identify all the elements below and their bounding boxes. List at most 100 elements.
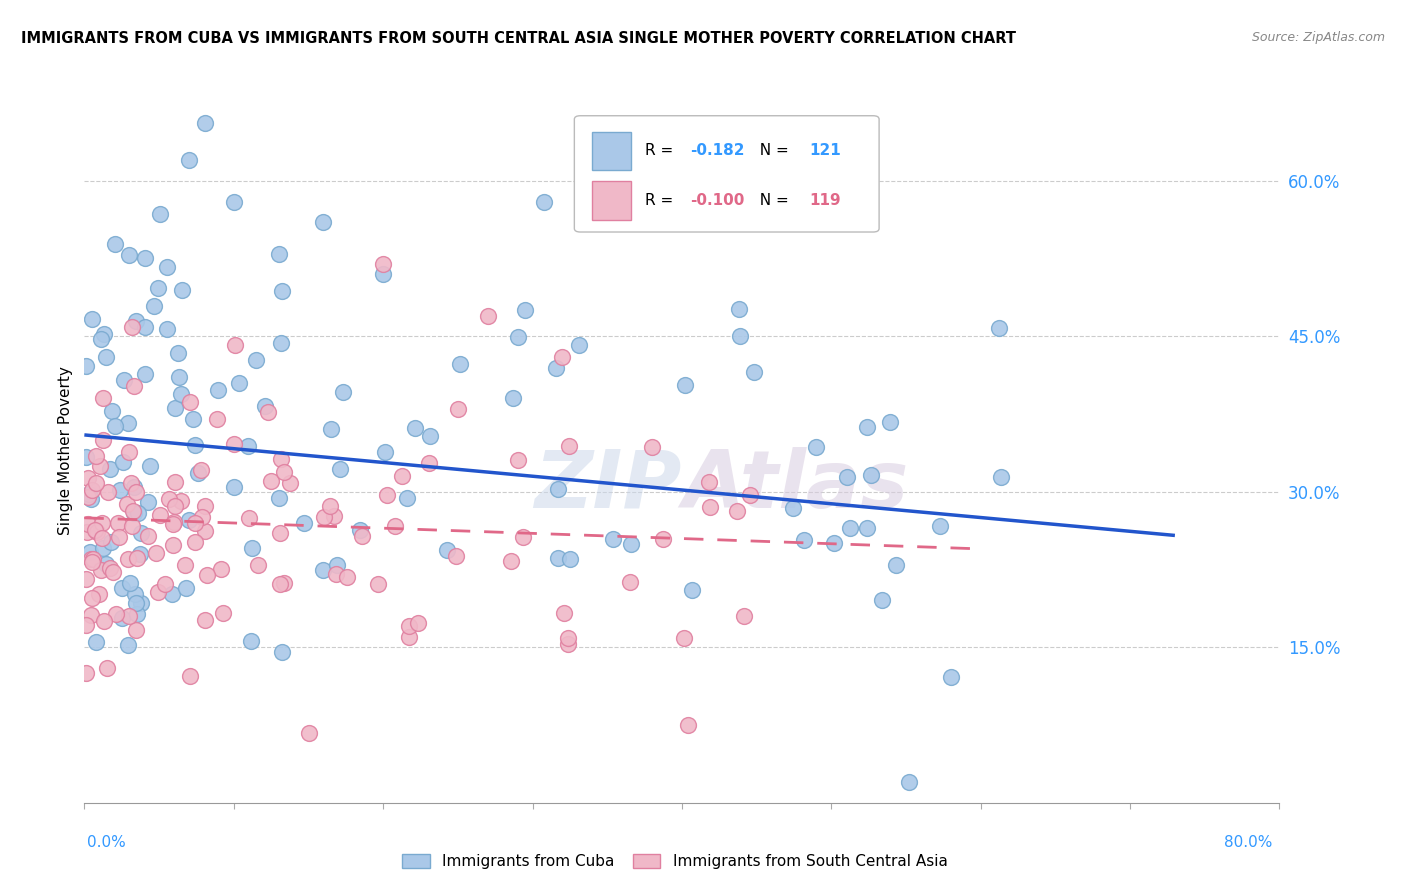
Point: [166, 346, 188, 360]
Y-axis label: Single Mother Poverty: Single Mother Poverty: [58, 366, 73, 535]
Point: [312, 215, 335, 229]
Point: [325, 566, 347, 581]
Point: [167, 370, 190, 384]
Point: [134, 251, 156, 265]
Point: [122, 506, 145, 520]
Point: [384, 519, 406, 533]
Point: [143, 299, 166, 313]
Point: [121, 504, 143, 518]
Point: [672, 631, 695, 645]
Point: [104, 236, 127, 251]
FancyBboxPatch shape: [592, 181, 630, 219]
Point: [939, 670, 962, 684]
Point: [84, 523, 107, 537]
Point: [96, 350, 118, 364]
Point: [173, 558, 195, 572]
Point: [406, 615, 429, 630]
Point: [728, 329, 751, 343]
Point: [90, 332, 112, 346]
Point: [195, 568, 218, 582]
Point: [444, 549, 467, 563]
Point: [806, 440, 828, 454]
Point: [793, 533, 815, 547]
Point: [136, 529, 159, 543]
Point: [224, 338, 246, 352]
Point: [115, 497, 138, 511]
Point: [87, 587, 110, 601]
Point: [194, 500, 217, 514]
Point: [260, 475, 283, 489]
Point: [75, 450, 97, 464]
Point: [211, 607, 233, 621]
Text: IMMIGRANTS FROM CUBA VS IMMIGRANTS FROM SOUTH CENTRAL ASIA SINGLE MOTHER POVERTY: IMMIGRANTS FROM CUBA VS IMMIGRANTS FROM …: [21, 31, 1017, 46]
Point: [640, 441, 662, 455]
Point: [267, 246, 290, 260]
Text: 121: 121: [810, 144, 842, 159]
Point: [329, 462, 352, 476]
Point: [104, 607, 127, 622]
Point: [75, 665, 97, 680]
Text: N =: N =: [749, 144, 793, 159]
Point: [125, 485, 148, 500]
Text: R =: R =: [645, 193, 678, 208]
Point: [557, 637, 579, 651]
Point: [108, 483, 131, 498]
Point: [728, 301, 751, 316]
Point: [298, 726, 321, 740]
Point: [515, 303, 537, 318]
Point: [270, 335, 292, 350]
Point: [856, 521, 879, 535]
Point: [162, 586, 184, 600]
Point: [75, 572, 97, 586]
Point: [125, 607, 148, 621]
Point: [194, 614, 217, 628]
Point: [121, 519, 143, 533]
Point: [508, 330, 530, 344]
Point: [398, 618, 420, 632]
Point: [681, 583, 703, 598]
Point: [172, 284, 194, 298]
Point: [165, 401, 187, 415]
Point: [273, 465, 295, 479]
Point: [558, 552, 581, 566]
Point: [676, 718, 699, 732]
Point: [107, 529, 129, 543]
Point: [149, 508, 172, 523]
Point: [91, 392, 114, 406]
Point: [620, 537, 643, 551]
Point: [314, 509, 336, 524]
Point: [273, 576, 295, 591]
Point: [162, 517, 184, 532]
Point: [96, 661, 118, 675]
Point: [254, 399, 277, 413]
Point: [239, 634, 262, 648]
Point: [879, 415, 901, 429]
Point: [184, 516, 207, 530]
Point: [194, 524, 217, 538]
Text: Source: ZipAtlas.com: Source: ZipAtlas.com: [1251, 31, 1385, 45]
Point: [93, 614, 115, 628]
Point: [138, 459, 160, 474]
Point: [855, 420, 877, 434]
Point: [319, 500, 342, 514]
Point: [508, 453, 530, 467]
Point: [222, 194, 245, 209]
Point: [558, 439, 581, 453]
Point: [568, 337, 591, 351]
Point: [156, 322, 179, 336]
Point: [228, 376, 250, 391]
Point: [125, 623, 148, 637]
Point: [162, 515, 184, 529]
Point: [247, 558, 270, 573]
Point: [80, 483, 103, 497]
Point: [134, 367, 156, 381]
Point: [82, 552, 104, 566]
Point: [477, 309, 499, 323]
Point: [129, 596, 152, 610]
Point: [156, 260, 179, 275]
Point: [76, 471, 98, 485]
Text: N =: N =: [749, 193, 793, 208]
Point: [322, 508, 344, 523]
Point: [336, 569, 359, 583]
Point: [350, 529, 373, 543]
